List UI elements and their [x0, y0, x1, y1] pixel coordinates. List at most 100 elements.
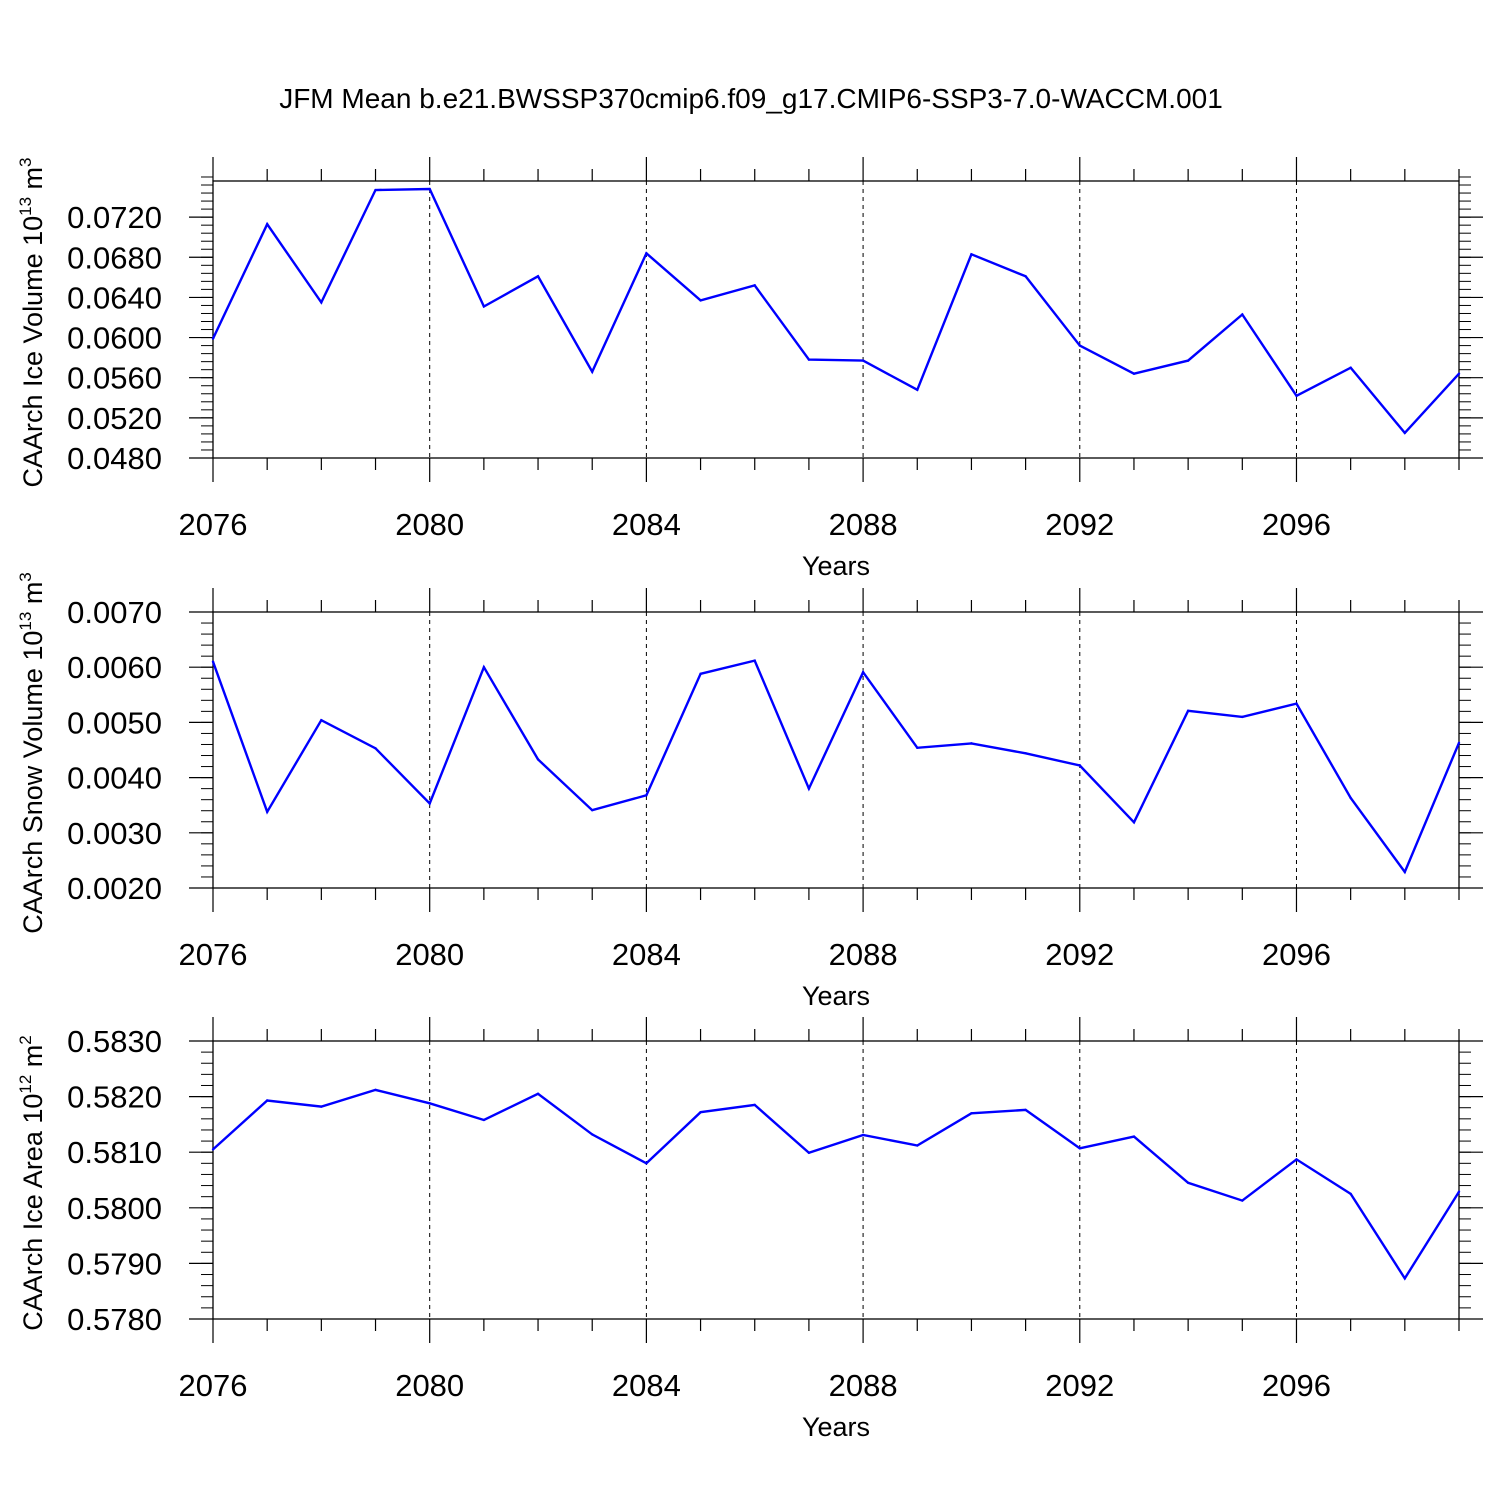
y-tick-label: 0.5790: [67, 1246, 162, 1281]
data-point: [536, 275, 540, 278]
data-point: [970, 253, 973, 256]
data-point: [1078, 764, 1081, 767]
data-point: [1078, 1147, 1081, 1150]
y-axis-label: CAArch Ice Volume 1013 m3: [16, 157, 48, 487]
y-tick-label: 0.5800: [67, 1191, 162, 1226]
x-tick-label: 2080: [395, 1368, 464, 1403]
y-tick-label: 0.0640: [67, 280, 162, 315]
data-point: [374, 747, 377, 750]
data-point: [320, 718, 323, 722]
x-tick-label: 2088: [829, 937, 898, 972]
x-tick-label: 2076: [179, 1368, 248, 1403]
x-tick-label: 2084: [612, 1368, 681, 1403]
data-point: [265, 810, 269, 814]
x-axis-label: Years: [802, 1412, 870, 1442]
data-point: [807, 787, 811, 790]
data-point: [970, 1112, 973, 1115]
y-tick-label: 0.0070: [67, 595, 162, 630]
x-tick-label: 2076: [179, 937, 248, 972]
data-point: [1024, 752, 1027, 755]
data-point: [482, 305, 486, 308]
series-line-snow-volume: [211, 659, 1461, 875]
data-point: [1295, 702, 1298, 705]
data-point: [374, 1088, 377, 1092]
y-tick-label: 0.5820: [67, 1080, 162, 1115]
data-point: [861, 359, 865, 362]
data-point: [645, 794, 648, 797]
y-tick-label: 0.0050: [67, 705, 162, 740]
data-point: [428, 187, 431, 191]
x-tick-label: 2080: [395, 507, 464, 542]
data-point: [861, 670, 865, 674]
data-point: [374, 188, 377, 192]
x-tick-label: 2092: [1045, 937, 1114, 972]
data-point: [916, 1144, 919, 1147]
data-point: [1078, 344, 1081, 347]
data-point: [1295, 1158, 1298, 1161]
x-tick-label: 2080: [395, 937, 464, 972]
y-tick-label: 0.5810: [67, 1135, 162, 1170]
x-tick-label: 2084: [612, 507, 681, 542]
data-point: [536, 758, 540, 761]
x-tick-label: 2088: [829, 1368, 898, 1403]
y-tick-label: 0.5780: [67, 1302, 162, 1337]
x-tick-label: 2076: [179, 507, 248, 542]
data-point: [320, 1105, 323, 1108]
data-point: [1457, 372, 1461, 375]
data-point: [753, 659, 756, 662]
data-point: [1186, 709, 1190, 713]
data-point: [699, 672, 702, 676]
x-tick-label: 2088: [829, 507, 898, 542]
data-point: [699, 299, 702, 302]
data-point: [211, 1148, 215, 1151]
x-tick-label: 2096: [1262, 937, 1331, 972]
x-tick-label: 2096: [1262, 1368, 1331, 1403]
data-point: [1024, 1108, 1027, 1112]
data-point: [591, 370, 594, 373]
data-point: [482, 1118, 486, 1122]
data-point: [1403, 870, 1407, 874]
data-point: [1403, 1277, 1407, 1280]
data-point: [1241, 1199, 1244, 1202]
y-tick-label: 0.0060: [67, 650, 162, 685]
data-point: [645, 1162, 648, 1165]
plot-frame: [212, 611, 1460, 889]
data-point: [482, 666, 486, 669]
data-point: [211, 660, 215, 663]
x-tick-label: 2096: [1262, 507, 1331, 542]
data-point: [1349, 796, 1352, 800]
y-tick-label: 0.0030: [67, 816, 162, 851]
plot-frame: [212, 180, 1460, 459]
data-point: [1403, 431, 1407, 435]
x-axis-label: Years: [802, 981, 870, 1011]
figure-title: JFM Mean b.e21.BWSSP370cmip6.f09_g17.CMI…: [279, 83, 1223, 114]
data-point: [1132, 821, 1136, 824]
data-point: [1457, 741, 1461, 745]
x-axis-label: Years: [802, 551, 870, 581]
data-point: [591, 808, 594, 812]
data-point: [1186, 1181, 1190, 1184]
data-point: [320, 301, 323, 304]
panel-ice-volume: 0.0480 0.0520 0.0560 0.0600 0.0640 0.0680 0.07…: [16, 157, 1483, 581]
series-line-ice-volume: [211, 187, 1460, 435]
plot-frame: [212, 1040, 1460, 1320]
data-point: [1186, 359, 1190, 362]
y-tick-label: 0.0480: [67, 441, 162, 476]
series-line-ice-area: [212, 1088, 1461, 1281]
data-point: [591, 1133, 594, 1136]
data-point: [428, 802, 431, 805]
data-point: [211, 337, 215, 340]
y-tick-label: 0.0720: [67, 200, 162, 235]
data-point: [1024, 275, 1027, 278]
data-point: [265, 222, 269, 226]
data-point: [1132, 1135, 1136, 1138]
data-point: [1349, 1192, 1352, 1196]
data-point: [1132, 372, 1136, 375]
data-point: [970, 742, 973, 745]
data-point: [428, 1102, 431, 1105]
y-axis-label: CAArch Snow Volume 1013 m3: [16, 572, 48, 934]
data-point: [1241, 715, 1244, 719]
x-tick-label: 2092: [1045, 1368, 1114, 1403]
data-point: [1241, 313, 1244, 316]
